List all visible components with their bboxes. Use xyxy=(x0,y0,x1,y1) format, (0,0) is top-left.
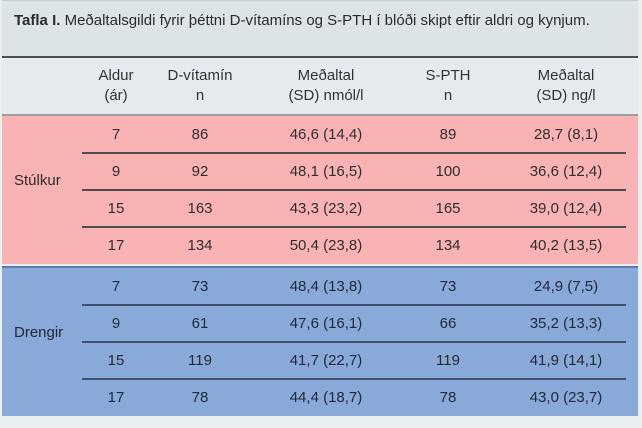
cell-medaltal-ng: 39,0 (12,4) xyxy=(529,200,603,217)
header-line: n xyxy=(195,87,205,104)
cell-dvitamin-n: 73 xyxy=(191,278,209,295)
column-header-aldur: Aldur (ár) xyxy=(82,66,150,106)
table-row: 9 92 48,1 (16,5) 100 36,6 (12,4) xyxy=(2,152,638,190)
cell-age: 7 xyxy=(111,278,121,295)
table-row: 17 134 50,4 (23,8) 134 40,2 (13,5) xyxy=(2,226,638,264)
cell-medaltal-ng: 24,9 (7,5) xyxy=(533,278,599,295)
column-header-spth-n: S-PTH n xyxy=(402,66,494,106)
table-caption-text: Meðaltalsgildi fyrir þéttni D-vítamíns o… xyxy=(60,12,590,29)
cell-age: 15 xyxy=(107,352,125,369)
header-line: S-PTH xyxy=(425,67,471,84)
cell-medaltal-ng: 41,9 (14,1) xyxy=(529,352,603,369)
group-stulkur: Stúlkur 7 86 46,6 (14,4) 89 28,7 (8,1) 9… xyxy=(2,116,638,264)
cell-medaltal-ng: 35,2 (13,3) xyxy=(529,315,603,332)
group-label-stulkur: Stúlkur xyxy=(14,172,61,189)
cell-spth-n: 165 xyxy=(435,200,461,217)
table-row: 15 163 43,3 (23,2) 165 39,0 (12,4) xyxy=(2,189,638,227)
cell-age: 15 xyxy=(107,200,125,217)
cell-dvitamin-n: 134 xyxy=(187,237,213,254)
cell-medaltal-nmol: 44,4 (18,7) xyxy=(289,389,363,406)
cell-dvitamin-n: 78 xyxy=(191,389,209,406)
cell-medaltal-nmol: 48,4 (13,8) xyxy=(289,278,363,295)
header-line: n xyxy=(443,87,453,104)
table-caption: Tafla I. Meðaltalsgildi fyrir þéttni D-v… xyxy=(2,0,638,56)
cell-dvitamin-n: 163 xyxy=(187,200,213,217)
cell-spth-n: 134 xyxy=(435,237,461,254)
table-row: 7 86 46,6 (14,4) 89 28,7 (8,1) xyxy=(2,116,638,153)
cell-spth-n: 89 xyxy=(439,126,457,143)
cell-spth-n: 66 xyxy=(439,315,457,332)
cell-medaltal-nmol: 46,6 (14,4) xyxy=(289,126,363,143)
cell-age: 17 xyxy=(107,237,125,254)
cell-age: 7 xyxy=(111,126,121,143)
column-header-medaltal-nmol: Meðaltal (SD) nmól/l xyxy=(250,66,402,106)
header-line: Aldur xyxy=(98,67,134,84)
header-line: (SD) nmól/l xyxy=(288,87,364,104)
cell-spth-n: 78 xyxy=(439,389,457,406)
cell-dvitamin-n: 86 xyxy=(191,126,209,143)
caption-divider xyxy=(2,56,638,58)
header-line: D-vítamín xyxy=(167,67,233,84)
cell-dvitamin-n: 92 xyxy=(191,163,209,180)
cell-medaltal-nmol: 48,1 (16,5) xyxy=(289,163,363,180)
cell-medaltal-nmol: 43,3 (23,2) xyxy=(289,200,363,217)
cell-medaltal-nmol: 47,6 (16,1) xyxy=(289,315,363,332)
cell-dvitamin-n: 61 xyxy=(191,315,209,332)
cell-medaltal-ng: 36,6 (12,4) xyxy=(529,163,603,180)
header-line: Meðaltal xyxy=(537,67,595,84)
header-line: Meðaltal xyxy=(297,67,355,84)
cell-medaltal-ng: 43,0 (23,7) xyxy=(529,389,603,406)
table-figure: Tafla I. Meðaltalsgildi fyrir þéttni D-v… xyxy=(2,0,638,416)
cell-dvitamin-n: 119 xyxy=(188,352,212,369)
header-line: (ár) xyxy=(104,87,128,104)
header-line: (SD) ng/l xyxy=(536,87,596,104)
cell-age: 9 xyxy=(111,163,121,180)
table-row: 15 119 41,7 (22,7) 119 41,9 (14,1) xyxy=(2,341,638,379)
table-header-row: Aldur (ár) D-vítamín n Meðaltal (SD) nmó… xyxy=(2,58,638,116)
table-row: 17 78 44,4 (18,7) 78 43,0 (23,7) xyxy=(2,378,638,416)
cell-age: 17 xyxy=(107,389,125,406)
cell-medaltal-nmol: 41,7 (22,7) xyxy=(289,352,363,369)
group-label-drengir: Drengir xyxy=(14,324,64,341)
table-row: 9 61 47,6 (16,1) 66 35,2 (13,3) xyxy=(2,304,638,342)
cell-medaltal-ng: 28,7 (8,1) xyxy=(533,126,599,143)
group-drengir: Drengir 7 73 48,4 (13,8) 73 24,9 (7,5) 9… xyxy=(2,266,638,416)
column-header-medaltal-ng: Meðaltal (SD) ng/l xyxy=(494,66,638,106)
cell-spth-n: 100 xyxy=(435,163,461,180)
cell-age: 9 xyxy=(111,315,121,332)
table-row: 7 73 48,4 (13,8) 73 24,9 (7,5) xyxy=(2,268,638,305)
table-caption-label: Tafla I. xyxy=(14,12,61,29)
cell-medaltal-ng: 40,2 (13,5) xyxy=(529,237,603,254)
cell-spth-n: 73 xyxy=(439,278,457,295)
cell-medaltal-nmol: 50,4 (23,8) xyxy=(289,237,363,254)
column-header-dvitamin-n: D-vítamín n xyxy=(150,66,250,106)
cell-spth-n: 119 xyxy=(436,352,460,369)
